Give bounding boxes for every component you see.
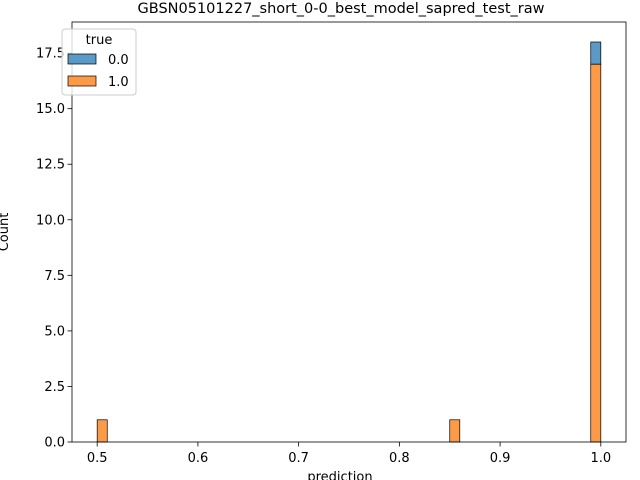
legend: true 0.0 1.0 [61, 28, 137, 96]
legend-swatch-0 [67, 53, 97, 65]
y-tick-label-2: 5.0 [44, 324, 65, 339]
y-tick-label-1: 2.5 [44, 380, 65, 395]
x-tick-label-1: 0.6 [188, 451, 209, 466]
y-tick-label-5: 12.5 [36, 158, 65, 173]
y-tick-label-7: 17.5 [36, 47, 65, 62]
x-axis-ticks: 0.5 0.6 0.7 0.8 0.9 1.0 [87, 442, 611, 466]
x-tick-label-4: 0.9 [490, 451, 511, 466]
legend-swatch-1 [67, 75, 97, 87]
y-tick-label-3: 7.5 [44, 269, 65, 284]
x-axis-title: prediction [307, 470, 372, 480]
plot-frame [71, 21, 627, 443]
legend-label-0: 0.0 [108, 53, 129, 68]
y-tick-label-4: 10.0 [36, 213, 65, 228]
x-tick-label-3: 0.8 [389, 451, 410, 466]
x-tick-label-5: 1.0 [590, 451, 611, 466]
y-tick-label-0: 0.0 [44, 436, 65, 451]
chart-title: GBSN05101227_short_0-0_best_model_sapred… [138, 1, 545, 17]
bar-series-1-bin-1 [449, 419, 461, 443]
x-tick-label-0: 0.5 [87, 451, 108, 466]
bar-series-1-bin-2 [590, 63, 602, 443]
legend-label-1: 1.0 [108, 75, 129, 90]
x-tick-label-2: 0.7 [288, 451, 309, 466]
bar-series-0-bin-0 [590, 41, 602, 65]
y-axis-ticks: 0.0 2.5 5.0 7.5 10.0 12.5 15.0 17.5 [36, 47, 72, 451]
bar-series-1-bin-0 [96, 419, 108, 443]
y-axis-title: Count [0, 213, 12, 252]
legend-title: true [86, 33, 113, 48]
y-tick-label-6: 15.0 [36, 102, 65, 117]
